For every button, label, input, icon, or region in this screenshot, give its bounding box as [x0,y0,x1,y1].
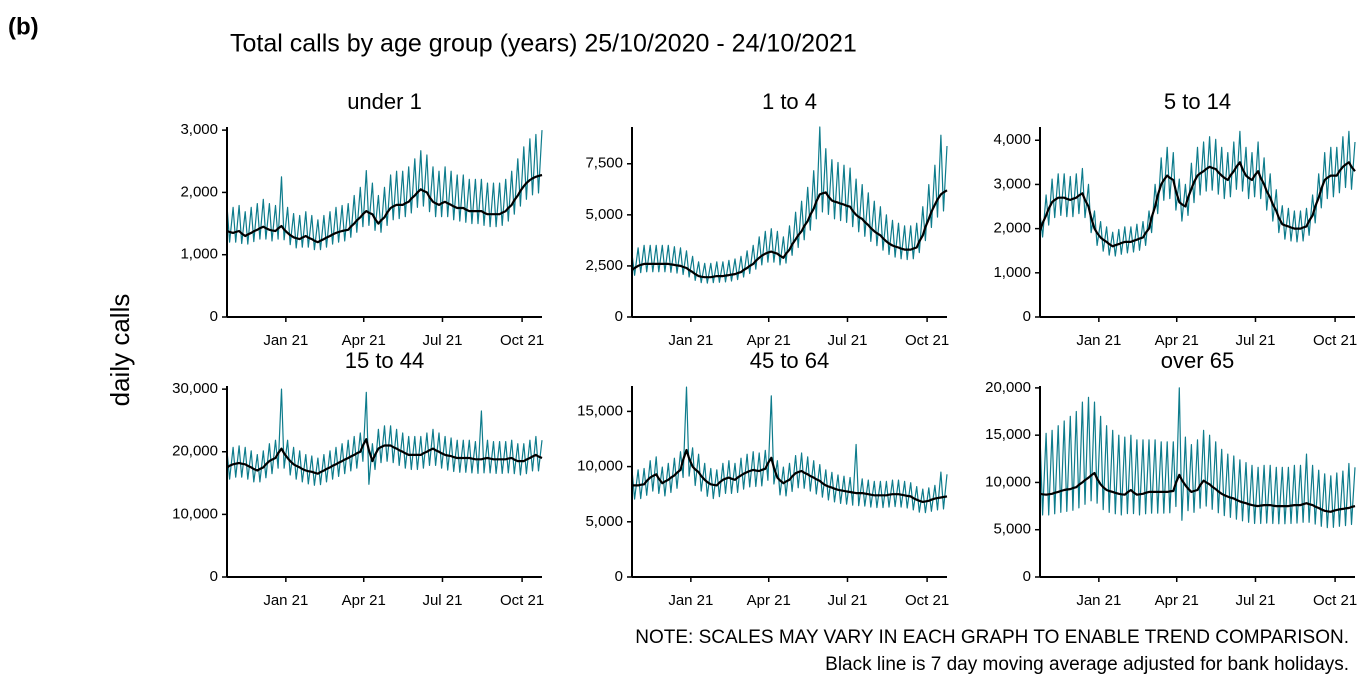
y-tick-label: 10,000 [577,458,623,475]
average-line [1039,471,1356,513]
y-tick-label: 5,000 [585,513,623,530]
x-tick-label: Jul 21 [1235,332,1275,349]
y-tick-label: 2,000 [993,220,1031,237]
y-tick-label: 0 [615,568,623,585]
note: Black line is 7 day moving average adjus… [825,654,1349,675]
y-tick-label: 10,000 [985,473,1031,490]
y-tick-label: 3,000 [993,175,1031,192]
y-tick-label: 3,000 [180,121,218,138]
y-axis-label: daily calls [105,294,135,407]
y-tick-label: 0 [1023,568,1031,585]
average-line [632,448,948,503]
x-tick-label: Apr 21 [747,592,791,609]
daily-line [1039,387,1356,529]
y-tick-label: 5,000 [993,521,1031,538]
daily-line [226,388,543,486]
panel-title: under 1 [347,89,422,114]
x-tick-label: Oct 21 [1313,332,1357,349]
x-tick-label: Oct 21 [1313,592,1357,609]
x-tick-label: Jan 21 [1076,592,1121,609]
y-tick-label: 30,000 [172,380,218,397]
x-tick-label: Apr 21 [342,332,386,349]
x-tick-label: Jan 21 [668,332,713,349]
x-tick-label: Apr 21 [342,592,386,609]
y-tick-label: 1,000 [993,264,1031,281]
average-line [226,438,543,475]
y-tick-label: 0 [210,308,218,325]
y-tick-label: 20,000 [172,443,218,460]
x-tick-label: Apr 21 [1155,592,1199,609]
y-tick-label: 4,000 [993,131,1031,148]
chart-title: Total calls by age group (years) 25/10/2… [230,30,857,58]
average-line [631,189,948,279]
panel-title: 45 to 64 [750,348,830,373]
note: NOTE: SCALES MAY VARY IN EACH GRAPH TO E… [635,627,1349,648]
daily-line [631,386,948,514]
x-tick-label: Apr 21 [747,332,791,349]
daily-line [631,126,948,284]
x-tick-label: Jul 21 [827,332,867,349]
x-tick-label: Jul 21 [827,592,867,609]
y-tick-label: 2,500 [585,257,623,274]
y-tick-label: 1,000 [180,246,218,263]
panel-title: over 65 [1161,348,1234,373]
panel-title: 1 to 4 [762,89,817,114]
daily-line [226,130,543,251]
x-tick-label: Jan 21 [668,592,713,609]
x-tick-label: Jul 21 [422,592,462,609]
average-line [1038,161,1356,248]
x-tick-label: Oct 21 [500,592,544,609]
x-tick-label: Jan 21 [263,332,308,349]
daily-line [1039,130,1356,257]
x-tick-label: Jul 21 [422,332,462,349]
panel-title: 15 to 44 [345,348,425,373]
average-line [226,173,543,244]
panel-title: 5 to 14 [1164,89,1231,114]
x-tick-label: Oct 21 [905,592,949,609]
y-tick-label: 0 [1023,308,1031,325]
x-tick-label: Jan 21 [263,592,308,609]
y-tick-label: 20,000 [985,379,1031,396]
x-tick-label: Jul 21 [1235,592,1275,609]
x-tick-label: Oct 21 [905,332,949,349]
y-tick-label: 0 [210,568,218,585]
y-tick-label: 15,000 [577,402,623,419]
y-tick-label: 2,000 [180,183,218,200]
panel-label: (b) [8,13,39,40]
y-tick-label: 15,000 [985,426,1031,443]
y-tick-label: 0 [615,308,623,325]
y-tick-label: 5,000 [585,206,623,223]
x-tick-label: Oct 21 [500,332,544,349]
y-tick-label: 10,000 [172,505,218,522]
y-tick-label: 7,500 [585,155,623,172]
x-tick-label: Jan 21 [1076,332,1121,349]
x-tick-label: Apr 21 [1155,332,1199,349]
